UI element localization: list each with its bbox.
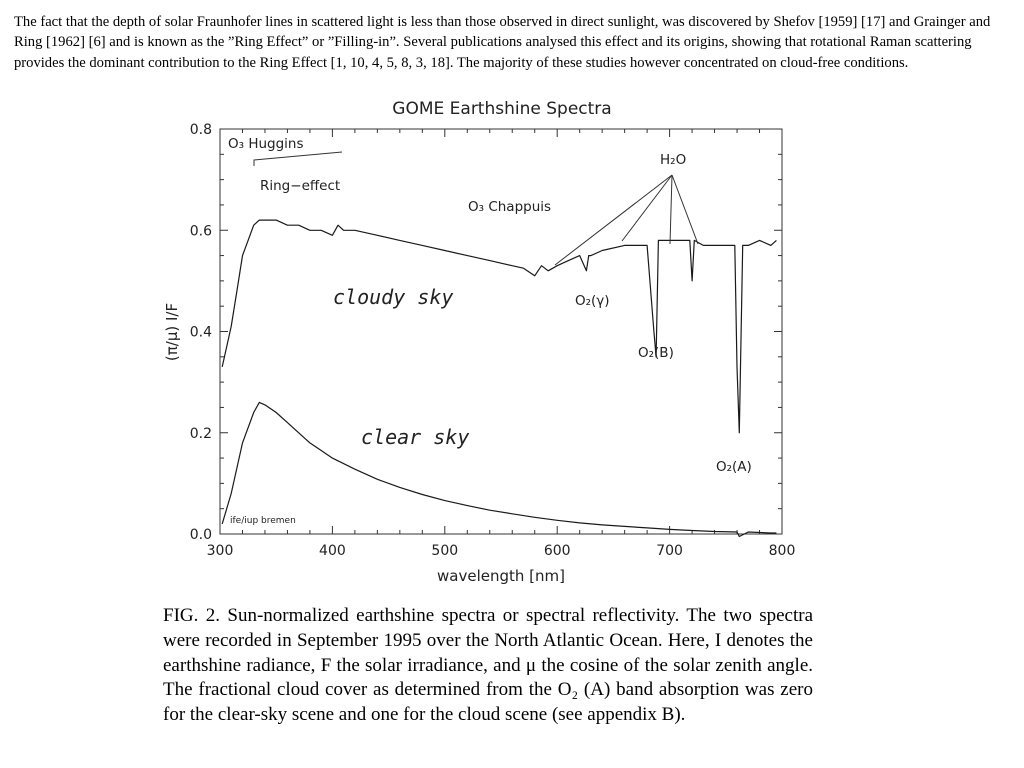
y-tick-label: 0.4 xyxy=(190,325,212,341)
y-tick-label: 0.0 xyxy=(190,527,212,543)
huggins-bracket xyxy=(253,151,343,166)
series-line-clear-sky xyxy=(221,401,777,538)
y-tick-label: 0.6 xyxy=(190,223,212,239)
axis-ticks xyxy=(219,128,783,535)
y-axis-label: (π/μ) I/F xyxy=(163,303,181,361)
x-tick-label: 400 xyxy=(319,543,346,559)
caption-label: FIG. 2. xyxy=(163,605,221,626)
x-tick-label: 700 xyxy=(656,543,683,559)
x-axis-label: wavelength [nm] xyxy=(437,567,565,585)
y-tick-label: 0.2 xyxy=(190,426,212,442)
x-tick-label: 800 xyxy=(769,543,796,559)
y-tick-labels: 0.0 0.2 0.4 0.6 0.8 xyxy=(190,122,212,543)
series-layer xyxy=(221,219,777,538)
x-tick-label: 300 xyxy=(207,543,234,559)
clear-sky-label: clear sky xyxy=(361,425,469,449)
caption-text: Sun-normalized earthshine spectra or spe… xyxy=(163,605,814,726)
annotation-o3-huggins: O₃ Huggins xyxy=(228,136,304,152)
annotation-o3-chappuis: O₃ Chappuis xyxy=(468,199,551,215)
chart-title: GOME Earthshine Spectra xyxy=(392,99,611,119)
annotation-h2o: H₂O xyxy=(660,152,686,168)
annotation-o2-a: O₂(A) xyxy=(716,459,752,475)
series-line-cloudy-sky xyxy=(221,219,777,434)
x-tick-label: 500 xyxy=(431,543,458,559)
annotation-ring-effect: Ring−effect xyxy=(260,178,340,194)
y-tick-label: 0.8 xyxy=(190,122,212,138)
credit-label: ife/iup bremen xyxy=(230,516,296,526)
earthshine-spectra-figure: GOME Earthshine Spectra 300 400 500 600 700 8… xyxy=(163,99,796,585)
annotation-o2-gamma: O₂(γ) xyxy=(575,293,610,309)
h2o-pointer-lines xyxy=(554,174,699,266)
intro-paragraph: The fact that the depth of solar Fraunho… xyxy=(14,14,991,71)
figure-caption: FIG. 2. Sun-normalized earthshine spectr… xyxy=(163,604,813,728)
x-tick-labels: 300 400 500 600 700 800 xyxy=(207,543,796,559)
annotation-o2-b: O₂(B) xyxy=(638,345,674,361)
x-tick-label: 600 xyxy=(544,543,571,559)
cloudy-sky-label: cloudy sky xyxy=(333,285,453,309)
